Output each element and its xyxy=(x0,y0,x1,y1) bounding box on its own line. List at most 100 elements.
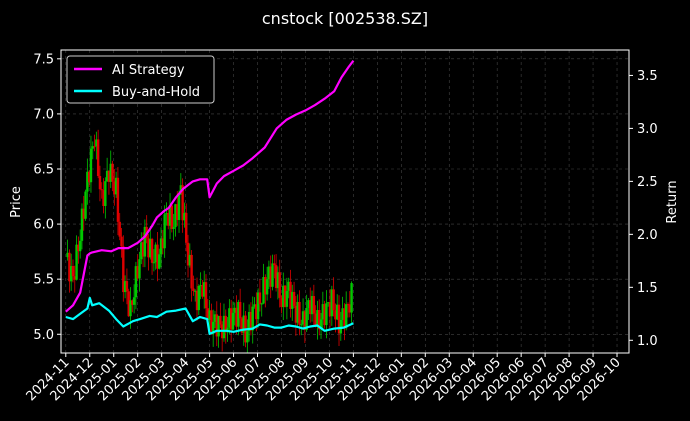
price-candle xyxy=(185,212,188,243)
price-candle xyxy=(289,281,292,309)
price-candle xyxy=(325,303,328,326)
price-candle xyxy=(89,148,93,183)
price-candle xyxy=(190,254,193,289)
price-candle xyxy=(238,301,242,319)
right-tick-label: 2.0 xyxy=(637,228,658,243)
price-candle xyxy=(262,277,265,304)
price-candle xyxy=(131,300,134,305)
candlesticks xyxy=(66,129,353,353)
price-candle xyxy=(168,205,172,226)
price-candle xyxy=(204,282,208,309)
price-candle xyxy=(276,272,280,289)
price-candle xyxy=(186,242,190,266)
price-candle xyxy=(170,205,174,229)
left-tick-label: 6.5 xyxy=(33,162,54,177)
price-candle xyxy=(215,314,218,337)
price-candle xyxy=(116,177,120,222)
price-candle xyxy=(292,291,296,306)
price-candle xyxy=(256,292,260,320)
price-candle xyxy=(188,254,192,266)
y-axis-right-label: Return xyxy=(665,180,680,223)
price-candle xyxy=(278,272,281,298)
price-candle xyxy=(222,315,226,339)
price-candle xyxy=(132,297,136,305)
price-candle xyxy=(267,266,271,280)
price-candle xyxy=(343,308,346,329)
price-candle xyxy=(231,312,235,330)
price-candle xyxy=(280,297,283,308)
legend-box xyxy=(66,55,215,104)
price-candle xyxy=(249,311,253,331)
legend: AI Strategy Buy-and-Hold xyxy=(66,55,215,104)
price-candle xyxy=(285,290,289,307)
chart-title: cnstock [002538.SZ] xyxy=(262,9,428,28)
price-candle xyxy=(237,301,240,327)
price-candle xyxy=(202,282,206,297)
price-candle xyxy=(287,281,290,291)
price-candle xyxy=(154,244,157,263)
price-candle xyxy=(307,300,310,309)
price-candle xyxy=(84,191,87,219)
price-candle xyxy=(217,315,220,337)
price-candle xyxy=(136,266,139,279)
right-tick-label: 3.0 xyxy=(637,122,658,137)
price-candle xyxy=(78,240,82,252)
price-candle xyxy=(93,146,96,148)
price-candle xyxy=(271,263,274,287)
price-candle xyxy=(125,281,129,292)
price-candle xyxy=(336,304,339,320)
price-candle xyxy=(309,300,312,315)
price-candle xyxy=(120,236,123,247)
price-candle xyxy=(228,308,231,328)
price-candle xyxy=(95,139,98,147)
price-candle xyxy=(80,208,84,241)
left-tick-label: 7.5 xyxy=(33,52,54,67)
price-candle xyxy=(323,304,326,326)
price-candle xyxy=(283,285,287,307)
price-candle xyxy=(197,285,201,311)
left-tick-label: 7.0 xyxy=(33,107,54,122)
price-candle xyxy=(301,311,305,325)
price-candle xyxy=(122,246,125,293)
price-candle xyxy=(314,313,317,327)
price-candle xyxy=(274,265,278,289)
price-candle xyxy=(201,285,204,297)
price-candle xyxy=(107,170,111,182)
price-candle xyxy=(208,310,211,321)
price-candle xyxy=(77,244,80,252)
price-candle xyxy=(71,266,75,277)
price-candle xyxy=(253,304,256,307)
price-candle xyxy=(330,289,334,317)
series-lines xyxy=(65,59,355,335)
price-candle xyxy=(161,238,165,249)
price-candle xyxy=(73,276,76,280)
price-candle xyxy=(68,252,71,282)
price-candle xyxy=(294,305,298,323)
price-candle xyxy=(150,238,154,263)
price-candle xyxy=(127,291,130,317)
price-candle xyxy=(109,163,112,182)
ai-strategy-line xyxy=(65,59,355,313)
price-candle xyxy=(114,177,118,195)
price-candle xyxy=(269,266,272,287)
price-candle xyxy=(310,296,314,315)
price-candle xyxy=(251,306,254,331)
right-tick-label: 1.5 xyxy=(637,281,658,296)
price-candle xyxy=(149,238,152,258)
price-candle xyxy=(167,212,170,226)
price-candle xyxy=(211,321,215,334)
price-candle xyxy=(219,315,222,325)
price-candle xyxy=(96,139,100,177)
price-candle xyxy=(102,190,105,206)
price-candle xyxy=(305,308,308,330)
price-candle xyxy=(152,262,156,264)
left-axis: 5.0 5.5 6.0 6.5 7.0 7.5 xyxy=(33,52,61,343)
price-candle xyxy=(82,208,85,219)
price-candle xyxy=(321,304,325,320)
price-candle xyxy=(224,315,227,333)
price-candle xyxy=(181,185,184,221)
price-candle xyxy=(140,242,143,260)
price-candle xyxy=(246,331,249,343)
left-tick-label: 5.0 xyxy=(33,328,54,343)
price-candle xyxy=(147,238,150,258)
